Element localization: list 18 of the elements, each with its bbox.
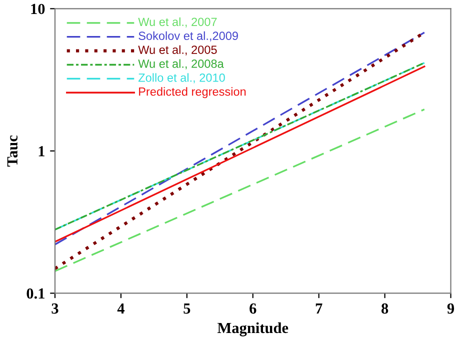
x-tick-label: 7 — [316, 304, 322, 314]
x-tick-label: 5 — [184, 304, 190, 314]
text: Wu et al., 2008a — [138, 59, 224, 70]
y-tick-label: 1 — [38, 146, 44, 156]
x-tick-label: 8 — [382, 303, 388, 314]
text: Predicted regression — [139, 87, 246, 98]
x-tick-label: 6 — [250, 303, 256, 314]
x-tick-label: 3 — [52, 303, 58, 314]
x-axis-title: Magnitude — [217, 322, 288, 336]
text: Wu et al., 2007 — [138, 17, 217, 28]
text: Zollo et al., 2010 — [138, 73, 225, 84]
x-tick-label: 4 — [117, 303, 124, 314]
y-tick-label: 10 — [31, 4, 45, 14]
text: Wu et al., 2005 — [138, 45, 217, 56]
x-tick-label: 9 — [447, 303, 454, 314]
y-tick-label: 0.1 — [26, 288, 44, 299]
y-axis-title: Tauc — [7, 135, 18, 167]
text: Sokolov et al.,2009 — [138, 31, 238, 42]
